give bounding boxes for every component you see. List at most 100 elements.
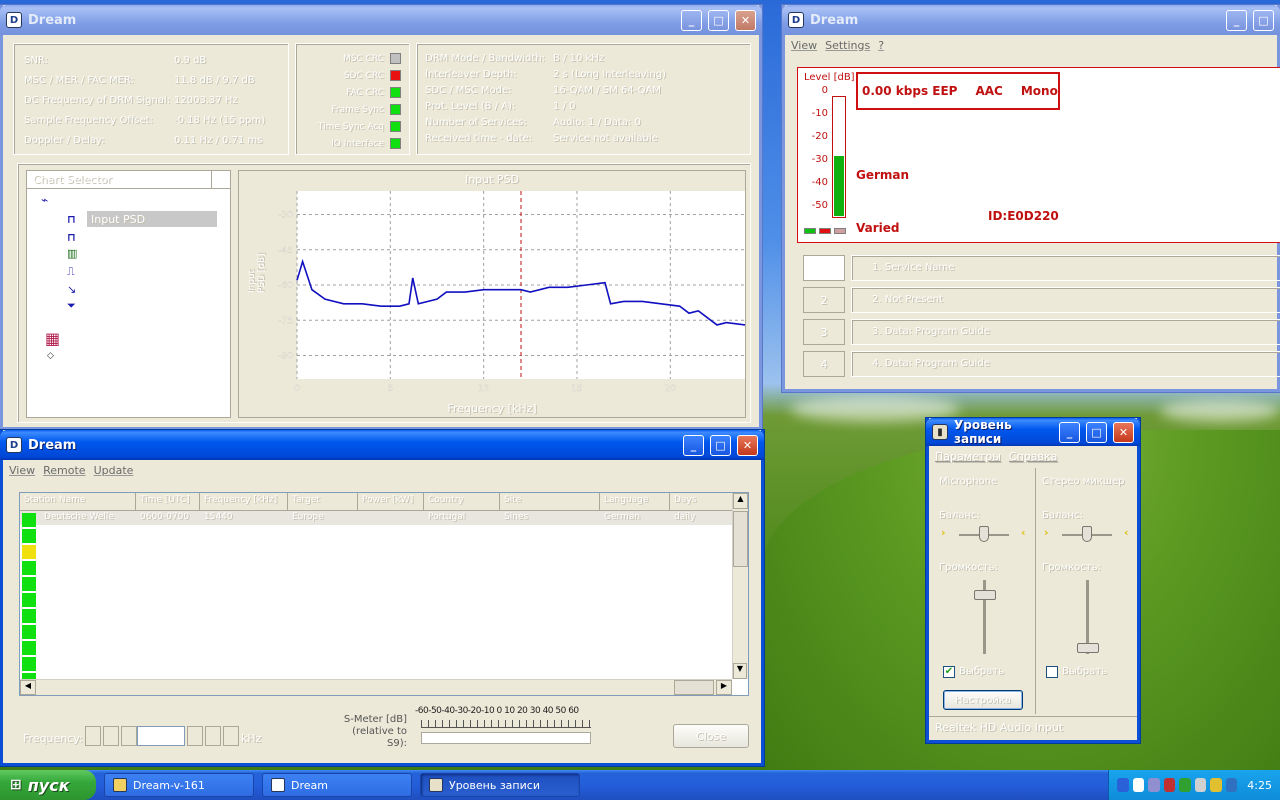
menu-item[interactable]: ? xyxy=(878,38,885,52)
taskbar-button[interactable]: Dream xyxy=(262,773,412,797)
volume-slider-thumb[interactable] xyxy=(1077,642,1099,653)
tray-icon-messenger[interactable] xyxy=(1210,778,1222,792)
taskbar-button[interactable]: Dream-v-161 xyxy=(104,773,254,797)
hscroll-thumb[interactable] xyxy=(674,680,714,695)
spectrum-icon[interactable]: ⏷ xyxy=(67,299,76,312)
chart-selector-tree[interactable]: Chart Selector ⌁ Input PSD ⊓ ⊓ ▥ ⎍ ↘ ⏷ ▦… xyxy=(26,170,231,418)
maximize-button[interactable]: □ xyxy=(710,434,731,456)
column-header[interactable]: Time [UTC] xyxy=(136,493,200,510)
minimize-button[interactable]: _ xyxy=(681,9,702,31)
freq-step-up-button[interactable] xyxy=(223,726,239,746)
balance-slider-thumb[interactable] xyxy=(979,526,989,542)
station-status-led xyxy=(22,609,36,623)
status-row: SNR: 0.9 dB xyxy=(24,50,278,70)
titlebar[interactable]: D Dream _ □ ✕ xyxy=(0,5,762,35)
scroll-up-icon[interactable]: ▲ xyxy=(733,493,748,509)
station-status-led xyxy=(22,561,36,575)
service-label: 3. Data: Program Guide xyxy=(851,319,1280,345)
taskbar-button[interactable]: Уровень записи xyxy=(420,773,580,797)
scroll-down-icon[interactable]: ▼ xyxy=(733,663,747,679)
service-select-button[interactable] xyxy=(803,255,845,281)
scroll-thumb[interactable] xyxy=(733,511,748,567)
scroll-right-icon[interactable]: ▶ xyxy=(716,680,732,695)
impulse-icon[interactable]: ⎍ xyxy=(67,265,75,278)
column-header[interactable]: Country xyxy=(424,493,500,510)
close-button[interactable]: Close xyxy=(673,724,749,748)
menu-item[interactable]: View xyxy=(791,38,818,52)
select-checkbox[interactable]: ✔ xyxy=(943,666,955,678)
maximize-button[interactable]: □ xyxy=(708,9,729,31)
windows-logo-icon: ⊞ xyxy=(10,777,22,793)
tray-icon-network[interactable] xyxy=(1132,778,1145,792)
column-header[interactable]: Site xyxy=(500,493,600,510)
service-select-button[interactable]: 4 xyxy=(803,351,845,377)
volume-label: Громкость: xyxy=(1042,562,1101,573)
menu-item[interactable]: Settings xyxy=(825,38,871,52)
horizontal-scrollbar[interactable]: ◀ ▶ xyxy=(20,679,732,695)
maximize-button[interactable]: □ xyxy=(1253,9,1274,31)
column-header[interactable]: Days xyxy=(670,493,734,510)
volume-slider-thumb[interactable] xyxy=(974,590,996,600)
close-window-button[interactable]: ✕ xyxy=(1113,421,1134,443)
service-select-button[interactable]: 2 xyxy=(803,287,845,313)
level-label: Level [dB] xyxy=(804,72,855,83)
menu-item[interactable]: Remote xyxy=(43,463,86,477)
titlebar[interactable]: D Dream _ □ ✕ xyxy=(0,430,764,460)
freq-step-down-button[interactable] xyxy=(85,726,101,746)
misc-icon[interactable]: ◇ xyxy=(47,351,54,361)
vertical-scrollbar[interactable]: ▲ ▼ xyxy=(732,493,748,679)
pulse-icon[interactable]: ⊓ xyxy=(67,231,76,244)
pulse-icon[interactable]: ⊓ xyxy=(67,213,76,226)
frequency-label: Frequency: xyxy=(23,732,83,745)
freq-step-down-button[interactable] xyxy=(103,726,119,746)
tray-icon-security[interactable] xyxy=(1163,778,1176,792)
transfer-icon[interactable]: ↘ xyxy=(67,283,77,296)
dream-app-icon: D xyxy=(788,12,804,28)
titlebar[interactable]: D Dream _ □ xyxy=(782,5,1280,35)
tree-item-selected[interactable]: Input PSD xyxy=(87,211,217,227)
station-status-led xyxy=(22,657,36,671)
tray-icon-update[interactable] xyxy=(1179,778,1191,792)
scroll-left-icon[interactable]: ◀ xyxy=(20,680,36,695)
tray-icon-audio[interactable] xyxy=(1148,778,1160,792)
start-button[interactable]: ⊞ пуск xyxy=(0,770,96,800)
menu-item[interactable]: Параметры xyxy=(935,449,1001,463)
tray-icon-volume[interactable] xyxy=(1225,778,1238,792)
column-header[interactable]: Power [kW] xyxy=(358,493,424,510)
tray-icon-arrow[interactable] xyxy=(1117,778,1129,792)
select-checkbox[interactable] xyxy=(1046,666,1058,678)
minimize-button[interactable]: _ xyxy=(1059,421,1080,443)
freq-step-down-button[interactable] xyxy=(121,726,137,746)
column-header[interactable]: Target xyxy=(288,493,358,510)
titlebar[interactable]: ▮ Уровень записи _ □ ✕ xyxy=(926,418,1140,446)
chart-xlabel: Frequency [kHz] xyxy=(447,402,537,415)
column-header[interactable]: Frequency [kHz] xyxy=(200,493,288,510)
frequency-input[interactable] xyxy=(137,726,185,746)
freq-step-up-button[interactable] xyxy=(205,726,221,746)
column-header[interactable]: Language xyxy=(600,493,670,510)
level-tick-label: 0 xyxy=(821,85,828,96)
maximize-button[interactable]: □ xyxy=(1086,421,1107,443)
tray-icon-device[interactable] xyxy=(1194,778,1207,792)
freq-step-up-button[interactable] xyxy=(187,726,203,746)
close-window-button[interactable]: ✕ xyxy=(735,9,756,31)
tree-node-icon[interactable]: ⌁ xyxy=(41,193,49,207)
service-select-button[interactable]: 3 xyxy=(803,319,845,345)
close-window-button[interactable]: ✕ xyxy=(737,434,758,456)
menu-item[interactable]: View xyxy=(9,463,36,477)
constellation-icon[interactable]: ▦ xyxy=(45,329,61,348)
menu-item[interactable]: Справка xyxy=(1008,449,1058,463)
histogram-icon[interactable]: ▥ xyxy=(67,247,78,260)
menu-item[interactable]: Update xyxy=(93,463,134,477)
led-red xyxy=(819,228,831,234)
bitrate-text: 0.00 kbps EEP xyxy=(862,84,958,98)
table-row[interactable]: Deutsche Welle 0600-0700 15440 Europe Portug… xyxy=(20,511,734,525)
balance-slider-thumb[interactable] xyxy=(1082,526,1092,542)
station-list[interactable]: Station Name Time [UTC] Frequency [kHz] Tar… xyxy=(19,492,749,696)
mixer-statusbar: Realtek HD Audio Input xyxy=(929,716,1137,740)
language-text: German xyxy=(856,168,910,182)
column-header[interactable]: Station Name xyxy=(20,493,136,510)
minimize-button[interactable]: _ xyxy=(683,434,704,456)
minimize-button[interactable]: _ xyxy=(1226,9,1247,31)
advanced-button[interactable]: Настройка xyxy=(943,690,1023,710)
